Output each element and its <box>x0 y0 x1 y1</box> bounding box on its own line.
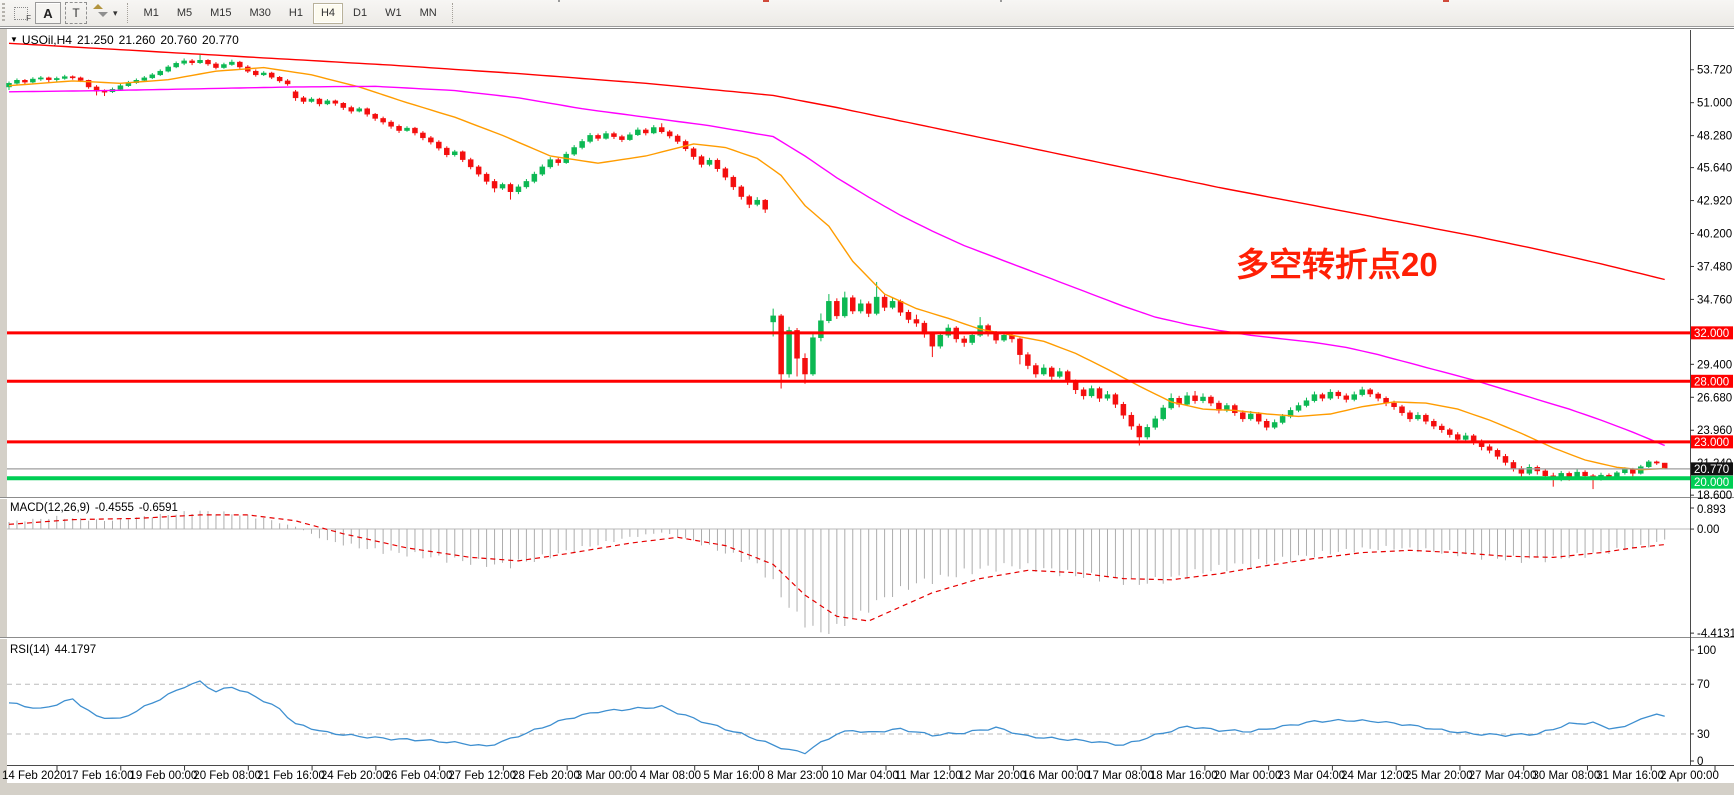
time-tick-label: 2 Apr 00:00 <box>1660 770 1719 782</box>
time-tick-label: 11 Mar 12:00 <box>895 770 962 782</box>
time-tick-label: 31 Mar 16:00 <box>1596 770 1664 782</box>
macd-signal-line <box>8 514 1665 622</box>
text-tool-button[interactable]: T <box>65 2 87 24</box>
tf-button-m1[interactable]: M1 <box>143 6 159 19</box>
dotted-box-icon <box>14 6 28 20</box>
toolbar-separator <box>126 3 129 23</box>
price-badge-text: 32.000 <box>1694 328 1729 340</box>
price-tick-label: 48.280 <box>1697 131 1732 143</box>
price-tick-label: 18.600 <box>1697 490 1732 502</box>
tf-button-h4[interactable]: H4 <box>312 2 344 24</box>
tf-button-m5[interactable]: M5 <box>176 6 193 19</box>
time-tick-label: 28 Feb 20:00 <box>512 770 580 782</box>
time-tick-label: 4 Mar 08:00 <box>640 770 701 782</box>
time-tick-label: 25 Mar 20:00 <box>1405 770 1473 782</box>
screen-artifact <box>763 0 769 2</box>
time-tick-label: 5 Mar 16:00 <box>703 770 764 782</box>
toolbar: F A T ▾ M1 M5 M15 M30 H1 H4 D1 W1 MN <box>0 0 1734 27</box>
price-badge-text: 23.000 <box>1694 437 1729 449</box>
price-tick-label: 23.960 <box>1697 425 1732 437</box>
grid-f-label: F <box>26 14 31 23</box>
time-tick-label: 17 Feb 16:00 <box>66 770 134 782</box>
price-tick-label: 45.640 <box>1697 163 1732 175</box>
time-tick-label: 17 Mar 08:00 <box>1086 770 1154 782</box>
ma-medium-line <box>8 85 1665 447</box>
time-tick-label: 16 Mar 00:00 <box>1022 770 1090 782</box>
letter-a-tool-button[interactable]: A <box>35 2 61 24</box>
macd-tick-label: 0.00 <box>1697 524 1719 536</box>
time-tick-label: 8 Mar 23:00 <box>767 770 828 782</box>
price-tick-label: 29.400 <box>1697 359 1732 371</box>
time-tick-label: 23 Mar 04:00 <box>1277 770 1345 782</box>
tf-button-w1[interactable]: W1 <box>385 6 402 19</box>
screen-artifact <box>1443 0 1449 2</box>
toolbar-grip[interactable] <box>2 3 9 23</box>
tf-button-d1[interactable]: D1 <box>353 6 368 19</box>
macd-tick-label: 0.893 <box>1697 504 1726 516</box>
time-tick-label: 24 Feb 20:00 <box>321 770 389 782</box>
timeframe-group: M1 M5 M15 M30 H1 H4 D1 W1 MN <box>135 2 446 24</box>
price-badge-20.770 <box>1691 462 1733 476</box>
time-tick-label: 21 Feb 16:00 <box>257 770 325 782</box>
price-badge-text: 28.000 <box>1694 376 1729 388</box>
rsi-axis: 100 70 30 0 <box>1690 645 1716 768</box>
price-tick-label: 51.000 <box>1697 98 1732 110</box>
time-tick-label: 18 Mar 16:00 <box>1150 770 1218 782</box>
price-badge-text: 20.000 <box>1694 477 1729 489</box>
rsi-tick-label: 70 <box>1697 679 1710 691</box>
toolbar-separator-2 <box>451 3 454 23</box>
time-tick-label: 10 Mar 04:00 <box>831 770 899 782</box>
rsi-tick-label: 30 <box>1697 729 1710 741</box>
time-tick-label: 12 Mar 20:00 <box>959 770 1027 782</box>
time-tick-label: 27 Feb 12:00 <box>448 770 516 782</box>
time-tick-label: 24 Mar 12:00 <box>1341 770 1409 782</box>
price-badge-text: 20.770 <box>1694 464 1729 476</box>
time-tick-label: 27 Mar 04:00 <box>1469 770 1537 782</box>
swap-arrows-icon[interactable] <box>91 3 111 23</box>
rsi-line <box>8 680 1665 755</box>
tf-button-m15[interactable]: M15 <box>210 6 232 19</box>
screen-artifact <box>558 0 560 2</box>
time-tick-label: 19 Feb 00:00 <box>130 770 198 782</box>
price-tick-label: 37.480 <box>1697 261 1732 273</box>
time-tick-label: 20 Mar 00:00 <box>1214 770 1282 782</box>
time-tick-label: 26 Feb 04:00 <box>385 770 453 782</box>
price-badge-23.000 <box>1691 435 1733 449</box>
rsi-tick-label: 0 <box>1697 756 1703 768</box>
macd-axis: 0.893 0.00 -4.4131 <box>1690 504 1734 640</box>
time-tick-label: 14 Feb 2020 <box>2 770 67 782</box>
tf-button-mn[interactable]: MN <box>419 6 437 19</box>
price-tick-label: 40.200 <box>1697 229 1732 241</box>
macd-tick-label: -4.4131 <box>1697 628 1734 640</box>
ma-fast-line <box>8 66 1665 471</box>
screen-artifact <box>1000 0 1002 2</box>
time-tick-label: 20 Feb 08:00 <box>193 770 261 782</box>
price-badge-32.000 <box>1691 326 1733 340</box>
time-tick-label: 30 Mar 08:00 <box>1532 770 1600 782</box>
dropdown-caret-icon[interactable]: ▾ <box>113 7 118 18</box>
window-left-edge <box>0 28 7 795</box>
price-axis[interactable]: 53.720 51.000 48.280 45.640 42.920 40.200 37.4… <box>1690 65 1733 502</box>
tf-button-m30[interactable]: M30 <box>249 6 271 19</box>
price-tick-label: 53.720 <box>1697 65 1732 77</box>
chart-window-bg <box>0 28 1734 783</box>
dotted-grid-icon[interactable]: F <box>11 3 31 23</box>
price-badge-28.000 <box>1691 374 1733 388</box>
price-tick-label: 26.680 <box>1697 392 1732 404</box>
candlestick-series <box>6 54 1668 490</box>
tf-button-h1[interactable]: H1 <box>288 6 303 19</box>
ma-slow-line <box>8 42 1665 281</box>
window-bottom-edge <box>0 783 1734 795</box>
rsi-tick-label: 100 <box>1697 645 1716 657</box>
price-tick-label: 34.760 <box>1697 294 1732 306</box>
price-tick-label: 42.920 <box>1697 196 1732 208</box>
price-badge-20.000 <box>1691 475 1733 489</box>
time-tick-label: 3 Mar 00:00 <box>576 770 637 782</box>
